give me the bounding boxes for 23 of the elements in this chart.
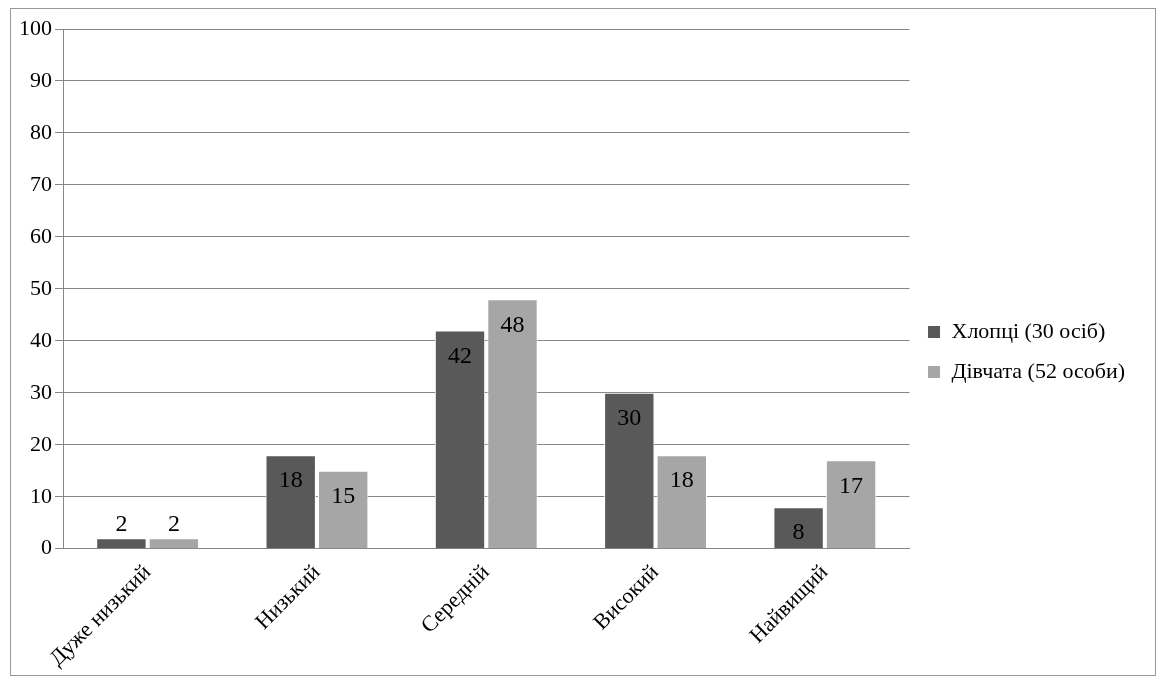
y-tick-label: 70 [30, 170, 52, 196]
y-tick-label: 20 [30, 430, 52, 456]
y-tick-label: 80 [30, 118, 52, 144]
data-label: 17 [839, 471, 864, 498]
data-label: 8 [792, 518, 805, 545]
y-tick-label: 60 [30, 222, 52, 248]
data-label: 2 [115, 509, 128, 536]
data-label: 30 [617, 404, 642, 431]
y-tick-label: 90 [30, 66, 52, 92]
y-tick-label: 50 [30, 274, 52, 300]
legend-label: Хлопці (30 осіб) [951, 317, 1106, 343]
data-label: 2 [167, 509, 180, 536]
data-label: 18 [669, 466, 694, 493]
y-tick-label: 40 [30, 326, 52, 352]
data-label: 48 [500, 310, 525, 337]
legend-label: Дівчата (52 особи) [951, 357, 1126, 383]
data-label: 18 [278, 466, 303, 493]
data-label: 42 [448, 341, 472, 368]
data-label: 15 [331, 482, 356, 509]
y-tick-label: 10 [30, 482, 52, 508]
y-tick-label: 30 [30, 378, 52, 404]
y-tick-label: 0 [41, 534, 52, 560]
y-tick-label: 100 [19, 14, 52, 40]
